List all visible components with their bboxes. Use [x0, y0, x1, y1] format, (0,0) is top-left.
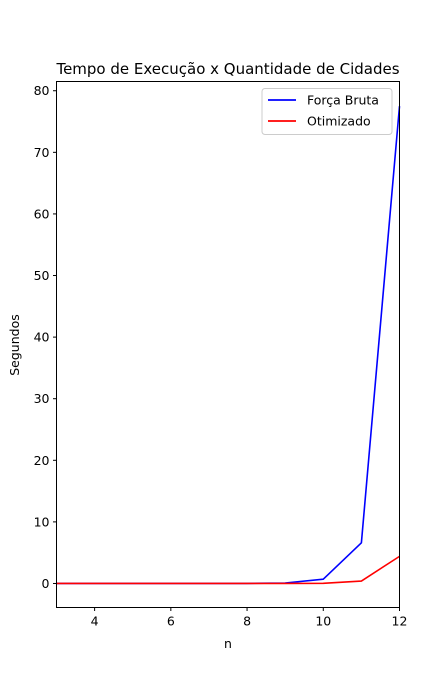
legend-label-forca-bruta: Força Bruta: [307, 93, 379, 108]
y-tick-label: 30: [34, 391, 50, 406]
legend-label-otimizado: Otimizado: [307, 114, 371, 129]
legend: Força Bruta Otimizado: [261, 88, 393, 135]
x-tick-label: 12: [392, 614, 408, 629]
x-axis-ticks: 4 6 8 10 12: [91, 607, 408, 629]
series-line-1: [56, 555, 400, 585]
x-tick-label: 8: [243, 614, 251, 629]
x-tick-label: 6: [167, 614, 175, 629]
x-tick-label: 4: [91, 614, 99, 629]
x-tick-label: 10: [315, 614, 331, 629]
y-axis-label: Segundos: [7, 314, 22, 376]
series-line-0: [56, 106, 401, 585]
plot-frame: [56, 81, 400, 608]
y-tick-label: 40: [34, 330, 50, 345]
y-tick-label: 0: [42, 576, 50, 591]
series-layer: [56, 106, 401, 585]
y-tick-label: 10: [34, 514, 50, 529]
y-tick-label: 50: [34, 268, 50, 283]
chart-title: Tempo de Execução x Quantidade de Cidade…: [55, 60, 399, 78]
y-axis-ticks: 0 10 20 30 40 50 60 70 80: [34, 83, 57, 591]
y-tick-label: 70: [34, 145, 50, 160]
x-axis-label: n: [224, 636, 232, 651]
y-tick-label: 20: [34, 453, 50, 468]
plot-area: [56, 81, 401, 608]
y-tick-label: 60: [34, 206, 50, 221]
y-tick-label: 80: [34, 83, 50, 98]
